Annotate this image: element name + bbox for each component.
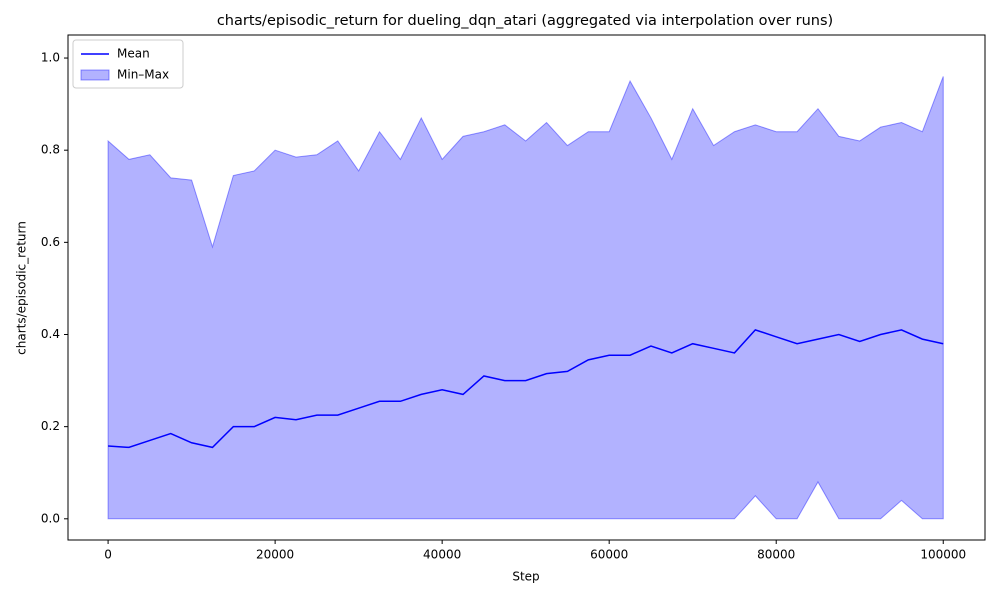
legend-swatch (80, 69, 110, 81)
y-tick-label: 0.0 (41, 511, 60, 525)
y-tick-label: 0.2 (41, 419, 60, 433)
mean-line (108, 329, 944, 449)
x-tick-label: 60000 (590, 548, 628, 562)
y-tick-label: 1.0 (41, 51, 60, 65)
x-tick-label: 80000 (757, 548, 795, 562)
legend-label: Mean (117, 47, 150, 61)
x-tick-label: 40000 (423, 548, 461, 562)
x-tick-label: 100000 (920, 548, 966, 562)
y-axis-label: charts/episodic_return (15, 221, 29, 355)
y-tick-label: 0.8 (41, 143, 60, 157)
plot-frame (67, 34, 986, 541)
x-tick-label: 0 (104, 548, 112, 562)
legend-label: Min–Max (117, 68, 169, 82)
x-tick-label: 20000 (256, 548, 294, 562)
y-tick-label: 0.6 (41, 235, 60, 249)
y-tick-label: 0.4 (41, 327, 60, 341)
min-max-band (107, 76, 944, 520)
chart-title: charts/episodic_return for dueling_dqn_a… (217, 13, 833, 29)
x-axis-label: Step (512, 570, 539, 584)
legend-box (72, 39, 184, 89)
